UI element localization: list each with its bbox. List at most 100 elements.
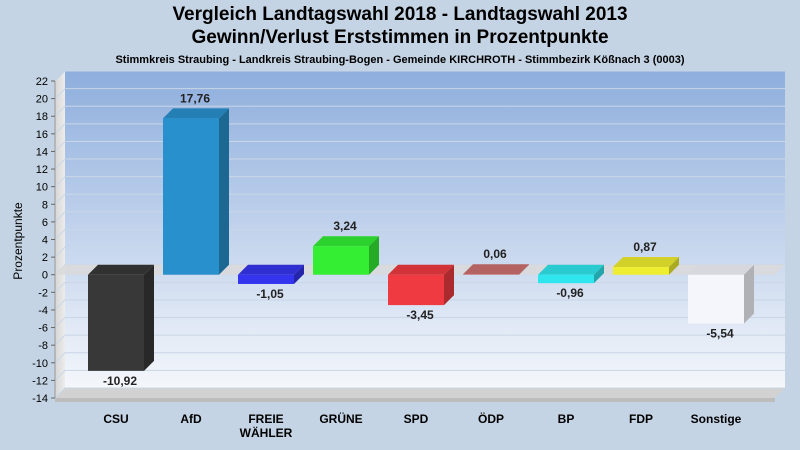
grid-line (54, 193, 785, 205)
bar-side (219, 108, 229, 275)
bar-front (163, 118, 219, 275)
y-tick-label: 16 (36, 129, 48, 141)
y-tick-label: -2 (38, 287, 48, 299)
chart-caption: Stimmkreis Straubing - Landkreis Straubi… (115, 54, 685, 66)
bar-front (463, 274, 519, 275)
x-tick-label: SPD (404, 412, 429, 426)
bar-top (388, 264, 454, 275)
y-tick-label: -6 (38, 323, 48, 335)
y-tick-label: 20 (36, 94, 48, 106)
x-tick-label: WÄHLER (240, 425, 293, 440)
bar-value-label: -10,92 (103, 374, 137, 388)
bar-value-label: -3,45 (406, 308, 434, 322)
y-tick-label: -12 (32, 375, 48, 387)
bar-value-label: -5,54 (706, 327, 734, 341)
bar-front (88, 274, 144, 371)
y-tick-label: 12 (36, 164, 48, 176)
floor (55, 388, 785, 398)
bar-ödp: 0,06 (463, 247, 529, 275)
grid-line (54, 158, 785, 170)
grid-line (54, 229, 785, 240)
bar-fdp: 0,87 (613, 240, 679, 275)
bar-top (463, 264, 529, 275)
y-tick-label: -4 (38, 305, 48, 317)
bar-top (538, 264, 604, 275)
bar-top (238, 264, 304, 275)
bar-spd: -3,45 (388, 264, 454, 322)
y-tick-label: 8 (42, 199, 48, 211)
bar-sonstige: -5,54 (688, 264, 754, 341)
bar-front (313, 246, 369, 275)
grid-line (54, 334, 785, 346)
bar-freie-wähler: -1,05 (238, 264, 304, 301)
y-tick-label: 0 (42, 270, 48, 282)
grid-line (54, 246, 785, 258)
bar-afd: 17,76 (163, 91, 229, 275)
chart-subtitle: Gewinn/Verlust Erststimmen in Prozentpun… (191, 27, 609, 48)
bar-side (444, 264, 454, 306)
bar-front (688, 274, 744, 324)
grid-line (54, 105, 785, 117)
y-tick-label: 2 (42, 252, 48, 264)
bar-side (369, 236, 379, 275)
floor-edge (55, 398, 775, 402)
grid-line (54, 352, 785, 364)
x-tick-label: Sonstige (691, 412, 742, 426)
grid-line (54, 88, 785, 99)
bar-top (88, 264, 154, 275)
bar-front (613, 267, 669, 275)
bar-top (613, 257, 679, 268)
bar-front (388, 274, 444, 306)
bar-value-label: 0,87 (633, 240, 657, 254)
y-tick-label: 4 (42, 235, 48, 247)
y-tick-label: 18 (36, 111, 48, 123)
grid-line (54, 70, 785, 82)
grid-line (54, 123, 785, 135)
y-tick-label: 6 (42, 217, 48, 229)
grid-line (54, 299, 785, 311)
bar-value-label: -0,96 (556, 286, 584, 300)
bar-front (538, 274, 594, 284)
grid-line (54, 369, 785, 381)
y-tick-label: 14 (36, 146, 48, 158)
x-tick-label: AfD (180, 412, 202, 426)
y-tick-label: 22 (36, 76, 48, 88)
grid-line (54, 140, 785, 152)
bar-top (163, 108, 229, 119)
y-tick-label: -14 (32, 393, 48, 405)
bar-value-label: 17,76 (180, 91, 210, 105)
bar-grüne: 3,24 (313, 219, 379, 275)
y-axis-label: Prozentpunkte (11, 202, 25, 280)
bar-value-label: 0,06 (483, 247, 507, 261)
x-tick-label: BP (558, 412, 575, 426)
grid-line (54, 387, 785, 399)
bar-side (669, 257, 679, 275)
chart-title: Vergleich Landtagswahl 2018 - Landtagswa… (172, 4, 628, 25)
bar-front (238, 274, 294, 284)
grid-line (54, 317, 785, 328)
x-tick-label: GRÜNE (319, 411, 362, 426)
bar-value-label: -1,05 (256, 287, 284, 301)
x-tick-label: FREIE (248, 412, 283, 426)
bar-value-label: 3,24 (333, 219, 357, 233)
bars: -10,92 17,76 -1,05 3,24 -3,45 0,06 -0,96 0,87 -5… (88, 91, 754, 388)
y-tick-label: -10 (32, 358, 48, 370)
y-tick-label: 10 (36, 182, 48, 194)
bar-side (519, 264, 529, 275)
bar-side (744, 264, 754, 324)
x-tick-label: ÖDP (478, 411, 504, 426)
bar-side (594, 264, 604, 284)
x-tick-label: CSU (103, 412, 128, 426)
y-tick-label: -8 (38, 340, 48, 352)
bar-bp: -0,96 (538, 264, 604, 300)
grid-line (54, 211, 785, 223)
bar-csu: -10,92 (88, 264, 154, 388)
bar-side (294, 264, 304, 284)
bar-top (313, 236, 379, 247)
x-tick-label: FDP (629, 412, 653, 426)
grid-line (54, 176, 785, 188)
bar-top (688, 264, 754, 275)
